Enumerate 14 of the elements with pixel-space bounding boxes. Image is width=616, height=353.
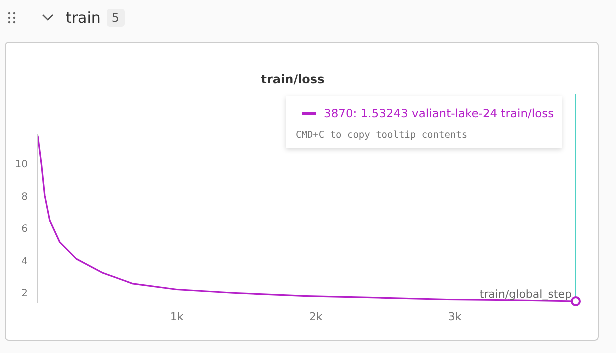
y-tick-label: 10 — [15, 160, 28, 171]
y-tick-label: 8 — [22, 192, 28, 203]
text: 3870: 1.53243 valiant-lake-24 train/loss — [324, 106, 554, 120]
y-tick-label: 6 — [22, 224, 28, 236]
text: 5 — [106, 9, 125, 27]
x-tick-label: 1k — [170, 310, 184, 324]
y-tick-label: 2 — [22, 288, 28, 300]
chart-title: train/loss — [261, 72, 325, 86]
y-tick-label: 4 — [22, 256, 28, 268]
text: train — [66, 9, 101, 27]
x-tick-label: 3k — [448, 310, 462, 324]
annotation: CMD+C to copy tooltip contents — [296, 130, 468, 141]
x-axis-title: train/global_step — [480, 288, 572, 302]
x-tick-label: 2k — [309, 310, 324, 324]
